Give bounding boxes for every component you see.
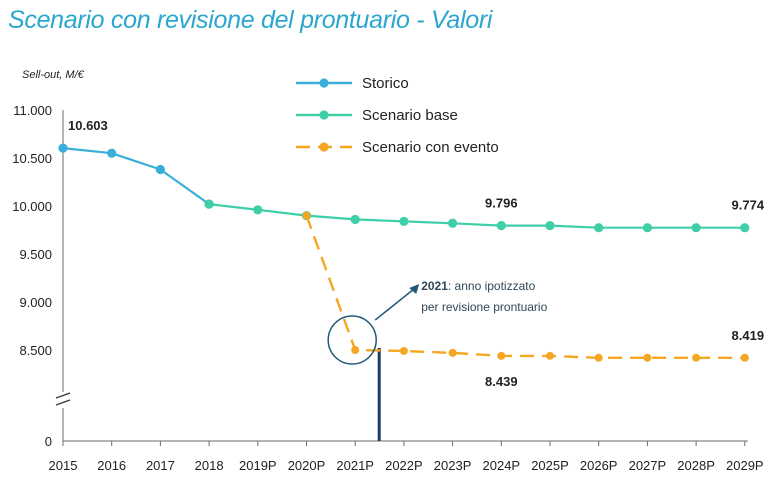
series-point-2: [448, 348, 457, 357]
series-point-2: [302, 211, 311, 220]
series-point-2: [740, 353, 749, 362]
series-line-1: [208, 203, 745, 229]
data-label: 9.774: [732, 198, 765, 213]
x-tick-label: 2022P: [385, 458, 423, 473]
x-tick-label: 2016: [97, 458, 126, 473]
data-label: 9.796: [485, 196, 518, 211]
x-tick-label: 2028P: [677, 458, 715, 473]
series-point-2: [692, 353, 701, 362]
series-point-1: [204, 199, 214, 209]
series-point-1: [642, 223, 653, 233]
x-tick-label: 2020P: [288, 458, 326, 473]
series-point-0: [155, 164, 165, 175]
legend-marker-0: [319, 78, 329, 88]
x-tick-label: 2027P: [629, 458, 667, 473]
series-point-2: [399, 346, 408, 355]
annotation-bold: 2021: [421, 279, 448, 293]
series-point-2: [351, 346, 360, 354]
chart-title: Scenario con revisione del prontuario - …: [8, 6, 493, 34]
series-point-1: [545, 220, 555, 231]
data-label: 8.439: [485, 374, 518, 389]
x-tick-label: 2021P: [336, 458, 374, 473]
annotation-text-line2: per revisione prontuario: [421, 300, 547, 314]
x-tick-label: 2026P: [580, 458, 618, 473]
data-label: 10.603: [68, 118, 108, 133]
series-point-1: [691, 223, 701, 233]
x-tick-label: 2015: [49, 458, 78, 473]
series-point-2: [546, 351, 554, 360]
series-line-2: [305, 215, 745, 359]
axis-break-mark: [55, 399, 71, 406]
series-point-1: [350, 214, 360, 225]
y-tick-label: 9.000: [19, 295, 52, 310]
x-tick-label: 2024P: [483, 458, 521, 473]
legend-label: Storico: [362, 75, 409, 92]
y-tick-label: 10.000: [12, 199, 52, 214]
y-tick-label: 10.500: [12, 151, 52, 166]
series-point-0: [58, 143, 68, 153]
legend-marker-2: [319, 142, 329, 152]
y-tick-label: 11.000: [13, 103, 52, 118]
y-unit-label: Sell-out, M/€: [22, 69, 85, 81]
x-tick-label: 2023P: [434, 458, 472, 473]
series-point-0: [107, 148, 117, 158]
annotation-rest: : anno ipotizzato: [448, 279, 536, 293]
y-tick-label: 8.500: [19, 343, 52, 358]
x-tick-label: 2019P: [239, 458, 277, 473]
x-tick-label: 2029P: [726, 458, 764, 473]
series-point-2: [594, 353, 603, 362]
series-point-2: [643, 353, 652, 362]
series-point-1: [253, 205, 263, 215]
y-tick-label: 0: [45, 434, 52, 449]
series-point-1: [594, 223, 604, 233]
x-tick-label: 2017: [146, 458, 175, 473]
data-label: 8.419: [732, 328, 765, 343]
y-tick-label: 9.500: [19, 247, 52, 262]
legend-label: Scenario base: [362, 107, 458, 124]
series-line-0: [62, 147, 210, 205]
annotation-text: 2021: anno ipotizzato: [421, 279, 535, 293]
legend-label: Scenario con evento: [362, 139, 499, 156]
series-point-2: [497, 351, 506, 360]
legend-marker-1: [319, 110, 329, 120]
series-point-1: [399, 216, 409, 226]
series-point-1: [496, 220, 506, 231]
x-tick-label: 2018: [195, 458, 224, 473]
axis-break-mark: [55, 392, 71, 399]
x-tick-label: 2025P: [531, 458, 569, 473]
annotation-arrow-head: [409, 284, 420, 294]
annotation-circle: [327, 315, 377, 365]
annotation-arrow-shaft: [374, 287, 416, 321]
series-point-1: [448, 218, 458, 228]
series-point-1: [740, 223, 750, 233]
